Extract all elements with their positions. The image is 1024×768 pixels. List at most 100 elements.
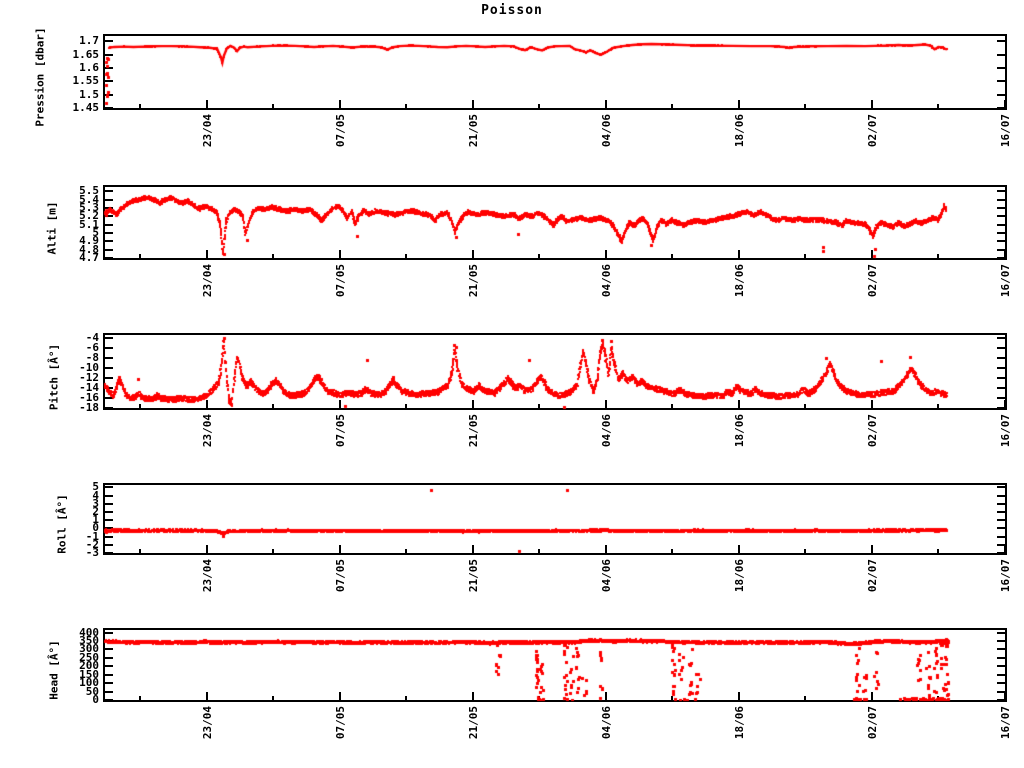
y-tick	[105, 232, 113, 234]
y-tick	[105, 107, 113, 109]
y-tick	[105, 699, 113, 701]
y-tick	[105, 640, 113, 642]
y-tick	[105, 257, 113, 259]
x-tick	[1004, 250, 1006, 258]
y-tick-label: 5	[92, 480, 99, 493]
x-tick-label: 04/06	[600, 264, 613, 298]
y-tick-label: -4	[85, 331, 99, 344]
x-minor-tick	[405, 404, 407, 408]
x-minor-tick	[671, 254, 673, 258]
x-tick	[738, 250, 740, 258]
y-tick-right	[997, 519, 1005, 521]
x-tick-label: 23/04	[201, 414, 214, 448]
x-tick-label: 04/06	[600, 414, 613, 448]
x-tick	[339, 692, 341, 700]
x-minor-tick	[538, 404, 540, 408]
y-tick	[105, 249, 113, 251]
x-tick-label: 02/07	[866, 264, 879, 298]
y-tick-right	[997, 377, 1005, 379]
x-tick-label: 07/05	[334, 414, 347, 448]
x-minor-tick	[139, 549, 141, 553]
y-tick-label: 400	[79, 626, 99, 639]
x-tick	[871, 400, 873, 408]
x-tick-label: 23/04	[201, 114, 214, 148]
x-minor-tick	[405, 254, 407, 258]
y-tick-label: 5.5	[79, 184, 99, 197]
x-tick-label: 02/07	[866, 559, 879, 593]
y-tick-right	[997, 357, 1005, 359]
y-tick	[105, 207, 113, 209]
y-tick-right	[997, 347, 1005, 349]
y-tick-right	[997, 224, 1005, 226]
y-tick	[105, 387, 113, 389]
x-tick-label: 23/04	[201, 706, 214, 740]
y-tick-right	[997, 640, 1005, 642]
x-minor-tick	[272, 254, 274, 258]
y-tick-right	[997, 232, 1005, 234]
y-tick-right	[997, 190, 1005, 192]
y-tick	[105, 519, 113, 521]
y-tick	[105, 377, 113, 379]
x-tick-label: 02/07	[866, 706, 879, 740]
y-tick	[105, 544, 113, 546]
y-tick-right	[997, 367, 1005, 369]
x-tick	[206, 545, 208, 553]
x-tick-label: 02/07	[866, 114, 879, 148]
y-axis-title-text: Pression [dbar]	[33, 27, 47, 127]
y-tick-right	[997, 648, 1005, 650]
x-tick-label: 21/05	[467, 706, 480, 740]
x-minor-tick	[405, 549, 407, 553]
x-tick-label: 07/05	[334, 114, 347, 148]
y-axis-title-text: Roll [Â°]	[55, 494, 69, 554]
y-tick	[105, 357, 113, 359]
x-tick-label: 18/06	[733, 559, 746, 593]
y-tick	[105, 511, 113, 513]
x-tick-label: 07/05	[334, 706, 347, 740]
x-tick	[339, 100, 341, 108]
x-tick	[339, 545, 341, 553]
x-minor-tick	[937, 404, 939, 408]
x-tick	[738, 692, 740, 700]
y-axis-title-text: Pitch [Â°]	[47, 343, 61, 410]
y-tick-right	[997, 199, 1005, 201]
y-tick-right	[997, 674, 1005, 676]
x-tick	[472, 100, 474, 108]
x-tick-label: 21/05	[467, 559, 480, 593]
y-tick	[105, 215, 113, 217]
x-minor-tick	[804, 104, 806, 108]
x-tick	[472, 692, 474, 700]
x-tick-label: 02/07	[866, 414, 879, 448]
panel-pression-frame	[103, 34, 1007, 110]
x-tick-label: 18/06	[733, 264, 746, 298]
x-minor-tick	[671, 696, 673, 700]
y-tick-right	[997, 536, 1005, 538]
x-tick-label: 21/05	[467, 264, 480, 298]
x-minor-tick	[272, 696, 274, 700]
x-tick	[339, 250, 341, 258]
y-tick	[105, 337, 113, 339]
panel-head-frame	[103, 628, 1007, 702]
x-tick	[1004, 692, 1006, 700]
y-tick-right	[997, 495, 1005, 497]
x-tick-label: 07/05	[334, 264, 347, 298]
y-tick	[105, 503, 113, 505]
y-tick	[105, 657, 113, 659]
y-tick-right	[997, 511, 1005, 513]
x-minor-tick	[272, 549, 274, 553]
y-tick	[105, 397, 113, 399]
y-tick	[105, 552, 113, 554]
y-tick	[105, 67, 113, 69]
x-minor-tick	[804, 404, 806, 408]
y-tick	[105, 240, 113, 242]
x-tick	[871, 692, 873, 700]
y-tick	[105, 632, 113, 634]
x-tick	[206, 692, 208, 700]
x-tick	[605, 100, 607, 108]
x-minor-tick	[804, 549, 806, 553]
x-minor-tick	[538, 696, 540, 700]
y-tick	[105, 54, 113, 56]
y-tick	[105, 407, 113, 409]
y-tick	[105, 367, 113, 369]
x-minor-tick	[272, 104, 274, 108]
